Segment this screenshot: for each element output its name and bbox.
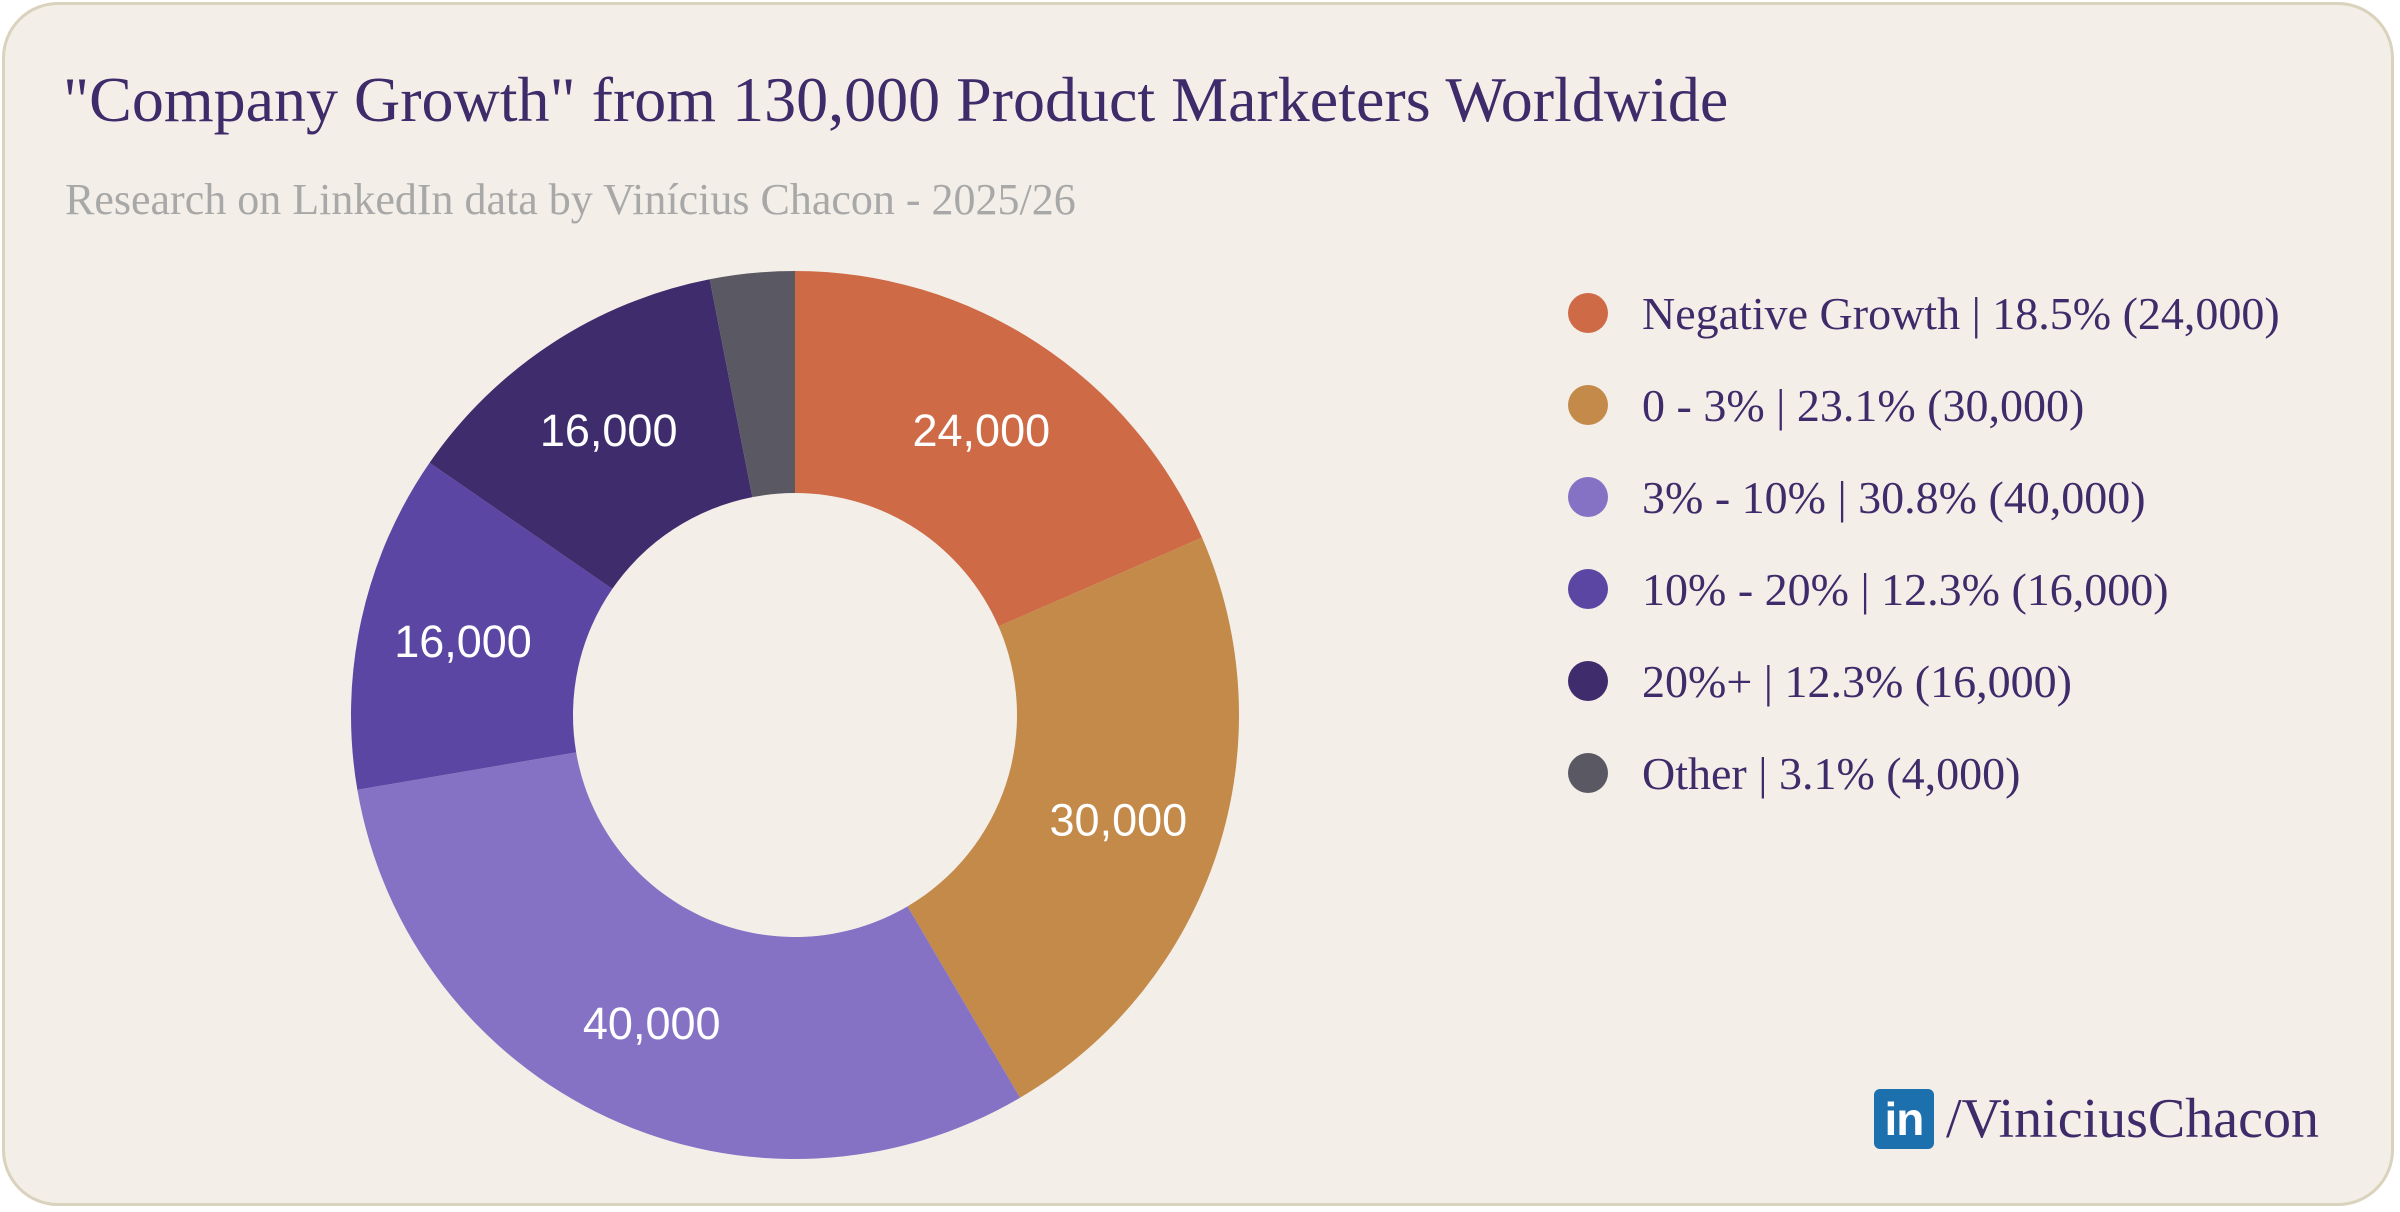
slice-value-label: 40,000	[583, 998, 721, 1049]
donut-slice[interactable]	[357, 752, 1021, 1159]
linkedin-brand[interactable]: in /ViniciusChacon	[1873, 1087, 2319, 1151]
donut-slice[interactable]	[350, 462, 613, 790]
linkedin-handle: /ViniciusChacon	[1945, 1088, 2319, 1150]
legend-swatch	[1568, 477, 1608, 517]
donut-chart: 24,000 30,000 40,000 16,000 16,000	[350, 271, 1239, 1159]
legend-label: 0 - 3% | 23.1% (30,000)	[1642, 379, 2085, 431]
slice-value-label: 16,000	[540, 405, 678, 456]
legend-label: 20%+ | 12.3% (16,000)	[1642, 655, 2072, 707]
legend-swatch	[1568, 753, 1608, 793]
donut-slice[interactable]	[907, 537, 1239, 1098]
legend-item[interactable]: Negative Growth | 18.5% (24,000)	[1568, 267, 2280, 359]
legend-label: 10% - 20% | 12.3% (16,000)	[1642, 563, 2169, 615]
slice-value-label: 16,000	[394, 616, 532, 667]
slice-value-label: 24,000	[913, 405, 1051, 456]
donut-slice[interactable]	[709, 271, 795, 498]
donut-slices	[350, 271, 1239, 1159]
donut-slice[interactable]	[429, 279, 753, 589]
legend-swatch	[1568, 569, 1608, 609]
legend-item[interactable]: 10% - 20% | 12.3% (16,000)	[1568, 543, 2280, 635]
linkedin-icon: in	[1873, 1089, 1934, 1149]
chart-title: "Company Growth" from 130,000 Product Ma…	[63, 64, 1729, 135]
legend-label: Other | 3.1% (4,000)	[1642, 747, 2021, 799]
donut-slice[interactable]	[795, 271, 1203, 627]
legend-label: Negative Growth | 18.5% (24,000)	[1642, 287, 2280, 339]
legend-item[interactable]: 0 - 3% | 23.1% (30,000)	[1568, 359, 2280, 451]
legend-swatch	[1568, 661, 1608, 701]
legend-label: 3% - 10% | 30.8% (40,000)	[1642, 471, 2146, 523]
legend-item[interactable]: 20%+ | 12.3% (16,000)	[1568, 635, 2280, 727]
legend-item[interactable]: 3% - 10% | 30.8% (40,000)	[1568, 451, 2280, 543]
chart-subtitle: Research on LinkedIn data by Vinícius Ch…	[65, 175, 1076, 224]
legend-swatch	[1568, 293, 1608, 333]
legend-item[interactable]: Other | 3.1% (4,000)	[1568, 727, 2280, 819]
chart-legend: Negative Growth | 18.5% (24,000) 0 - 3% |…	[1568, 267, 2280, 819]
legend-swatch	[1568, 385, 1608, 425]
donut-slice-labels: 24,000 30,000 40,000 16,000 16,000	[394, 405, 1187, 1049]
slice-value-label: 30,000	[1050, 795, 1188, 846]
